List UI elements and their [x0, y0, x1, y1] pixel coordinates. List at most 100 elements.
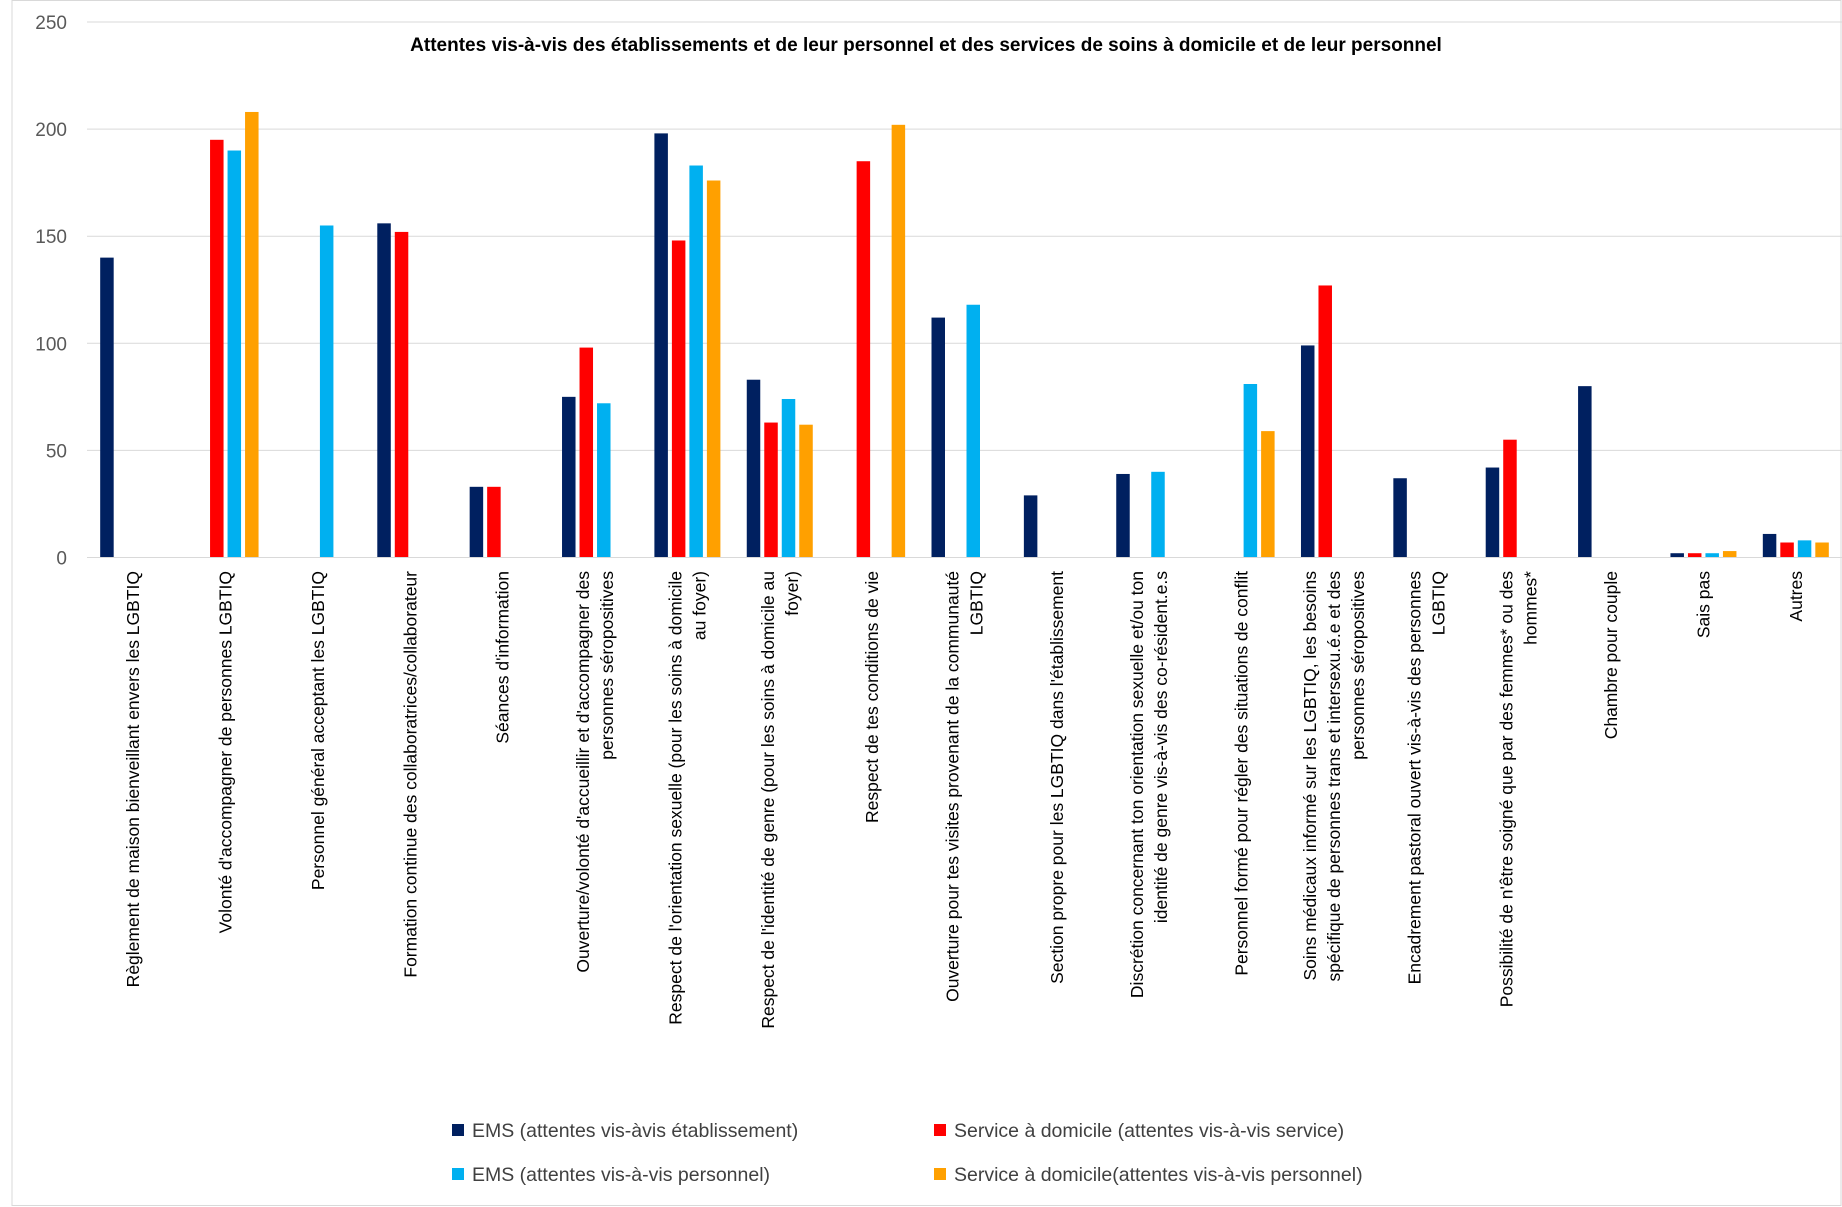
legend-swatch [452, 1168, 464, 1180]
y-tick-label: 200 [35, 120, 67, 141]
legend-swatch [934, 1168, 946, 1180]
category-label-line: Formation continue des collaboratrices/c… [400, 571, 420, 978]
category-label-line: Respect de tes conditions de vie [862, 571, 882, 823]
bar-2-possibilite-de-n-etre-soigne-que-par-des [1503, 439, 1517, 558]
y-tick-label: 250 [35, 13, 67, 34]
category-label-line: Volonté d'accompagner de personnes LGBTI… [216, 571, 236, 933]
bar-4-sais-pas [1722, 551, 1737, 558]
category-label-line: personnes séropositives [1348, 571, 1368, 760]
category-label-line: LGBTIQ [967, 571, 987, 635]
category-label-line: personnes séropositives [597, 571, 617, 760]
bar-1-seances-d-information [469, 486, 484, 558]
bar-3-discretion-concernant-ton-orientation-se [1151, 471, 1165, 558]
category-label-line: Ouverture pour tes visites provenant de … [943, 571, 963, 1002]
bar-2-respect-de-l-identite-de-genre-pour-les- [764, 422, 778, 558]
category-label-seances-d-information: Séances d'information [493, 571, 513, 744]
category-label-autres: Autres [1786, 571, 1806, 622]
category-label-line: Sais pas [1693, 571, 1713, 638]
bar-1-ouverture-pour-tes-visites-provenant-de- [931, 317, 945, 558]
y-tick-label: 50 [46, 441, 67, 462]
category-label-line: Autres [1786, 571, 1806, 622]
bar-3-volonte-d-accompagner-de-personnes-lgbti [227, 150, 242, 558]
bar-2-ouverture-volonte-d-accueillir-et-d-acco [579, 347, 594, 558]
category-label-sais-pas: Sais pas [1693, 571, 1713, 638]
legend-swatch [452, 1124, 464, 1136]
category-label-respect-de-l-orientation-sexuelle-pour-l: Respect de l'orientation sexuelle (pour … [665, 571, 709, 1025]
bar-2-autres [1780, 542, 1794, 558]
category-label-line: Personnel général acceptant les LGBTIQ [308, 571, 328, 890]
bar-4-respect-de-l-identite-de-genre-pour-les- [799, 424, 813, 558]
bar-2-respect-de-tes-conditions-de-vie [856, 161, 871, 558]
y-axis: 0 50 100 150 200 250 [35, 13, 67, 570]
y-tick-label: 150 [35, 227, 67, 248]
category-label-line: Section propre pour les LGBTIQ dans l'ét… [1047, 571, 1067, 984]
legend-label: EMS (attentes vis-à-vis personnel) [472, 1164, 770, 1186]
bar-1-possibilite-de-n-etre-soigne-que-par-des [1485, 467, 1500, 558]
bar-3-personnel-general-acceptant-les-lgbtiq [319, 225, 334, 558]
legend-item-1: EMS (attentes vis-àvis établissement) [452, 1120, 798, 1142]
bar-2-soins-medicaux-informe-sur-les-lgbtiq-le [1318, 285, 1332, 558]
category-label-personnel-forme-pour-regler-des-situatio: Personnel formé pour régler des situatio… [1232, 571, 1252, 976]
category-label-line: Respect de l'orientation sexuelle (pour … [665, 571, 685, 1025]
category-label-line: Respect de l'identité de genre (pour les… [758, 571, 778, 1029]
bars [100, 111, 1829, 558]
bar-2-formation-continue-des-collaboratrices-c [394, 231, 409, 558]
category-label-line: spécifique de personnes trans et interse… [1324, 571, 1344, 982]
category-label-possibilite-de-n-etre-soigne-que-par-des: Possibilité de n'être soigné que par des… [1497, 571, 1541, 1007]
bar-3-ouverture-volonte-d-accueillir-et-d-acco [597, 403, 611, 558]
category-label-ouverture-volonte-d-accueillir-et-d-acco: Ouverture/volonté d'accueillir et d'acco… [573, 571, 617, 973]
category-label-line: Règlement de maison bienveillant envers … [123, 571, 143, 987]
bar-1-reglement-de-maison-bienveillant-envers- [100, 257, 114, 558]
bar-1-autres [1762, 533, 1777, 558]
bar-1-soins-medicaux-informe-sur-les-lgbtiq-le [1300, 345, 1315, 558]
bar-4-personnel-forme-pour-regler-des-situatio [1261, 431, 1275, 558]
bar-2-seances-d-information [487, 486, 501, 558]
bar-3-personnel-forme-pour-regler-des-situatio [1243, 383, 1258, 558]
category-label-encadrement-pastoral-ouvert-vis-a-vis-de: Encadrement pastoral ouvert vis-à-vis de… [1404, 571, 1448, 985]
category-label-line: foyer) [782, 571, 802, 616]
category-label-line: identité de genre vis-à-vis des co-résid… [1151, 571, 1171, 923]
legend-label: Service à domicile(attentes vis-à-vis pe… [954, 1164, 1363, 1186]
bar-1-sais-pas [1670, 553, 1684, 558]
category-label-line: Encadrement pastoral ouvert vis-à-vis de… [1404, 571, 1424, 985]
legend-label: EMS (attentes vis-àvis établissement) [472, 1120, 798, 1142]
bar-1-section-propre-pour-les-lgbtiq-dans-l-et [1023, 495, 1038, 558]
category-label-line: Chambre pour couple [1601, 571, 1621, 739]
category-label-line: Séances d'information [493, 571, 513, 744]
bar-4-autres [1815, 542, 1829, 558]
legend-item-4: Service à domicile(attentes vis-à-vis pe… [934, 1164, 1363, 1186]
bar-2-sais-pas [1687, 553, 1702, 558]
category-label-ouverture-pour-tes-visites-provenant-de-: Ouverture pour tes visites provenant de … [943, 571, 987, 1002]
y-tick-label: 100 [35, 334, 67, 355]
category-label-section-propre-pour-les-lgbtiq-dans-l-et: Section propre pour les LGBTIQ dans l'ét… [1047, 571, 1067, 984]
category-label-discretion-concernant-ton-orientation-se: Discrétion concernant ton orientation se… [1127, 571, 1171, 998]
category-label-line: Personnel formé pour régler des situatio… [1232, 571, 1252, 976]
category-label-line: au foyer) [689, 571, 709, 640]
legend-swatch [934, 1124, 946, 1136]
legend: EMS (attentes vis-àvis établissement) Ser… [452, 1120, 1363, 1186]
category-label-line: Soins médicaux informé sur les LGBTIQ, l… [1300, 571, 1320, 981]
category-label-line: hommes* [1521, 571, 1541, 645]
bar-3-sais-pas [1705, 553, 1719, 558]
bar-1-chambre-pour-couple [1578, 386, 1592, 558]
legend-item-2: Service à domicile (attentes vis-à-vis s… [934, 1120, 1344, 1142]
bar-1-discretion-concernant-ton-orientation-se [1116, 473, 1130, 558]
bar-3-autres [1797, 540, 1812, 558]
bar-3-ouverture-pour-tes-visites-provenant-de- [966, 304, 980, 558]
category-label-reglement-de-maison-bienveillant-envers-: Règlement de maison bienveillant envers … [123, 571, 143, 987]
chart-border [11, 0, 1842, 1206]
bar-4-volonte-d-accompagner-de-personnes-lgbti [245, 111, 259, 558]
bar-3-respect-de-l-orientation-sexuelle-pour-l [689, 165, 703, 558]
category-label-personnel-general-acceptant-les-lgbtiq: Personnel général acceptant les LGBTIQ [308, 571, 328, 890]
bar-2-volonte-d-accompagner-de-personnes-lgbti [210, 139, 224, 558]
category-label-respect-de-l-identite-de-genre-pour-les-: Respect de l'identité de genre (pour les… [758, 571, 802, 1029]
category-labels: Règlement de maison bienveillant envers … [123, 571, 1806, 1029]
category-label-line: Discrétion concernant ton orientation se… [1127, 571, 1147, 998]
legend-label: Service à domicile (attentes vis-à-vis s… [954, 1120, 1344, 1142]
category-label-respect-de-tes-conditions-de-vie: Respect de tes conditions de vie [862, 571, 882, 823]
legend-item-3: EMS (attentes vis-à-vis personnel) [452, 1164, 770, 1186]
bar-1-respect-de-l-orientation-sexuelle-pour-l [654, 133, 668, 558]
bar-1-respect-de-l-identite-de-genre-pour-les- [746, 379, 761, 558]
category-label-formation-continue-des-collaboratrices-c: Formation continue des collaboratrices/c… [400, 571, 420, 978]
